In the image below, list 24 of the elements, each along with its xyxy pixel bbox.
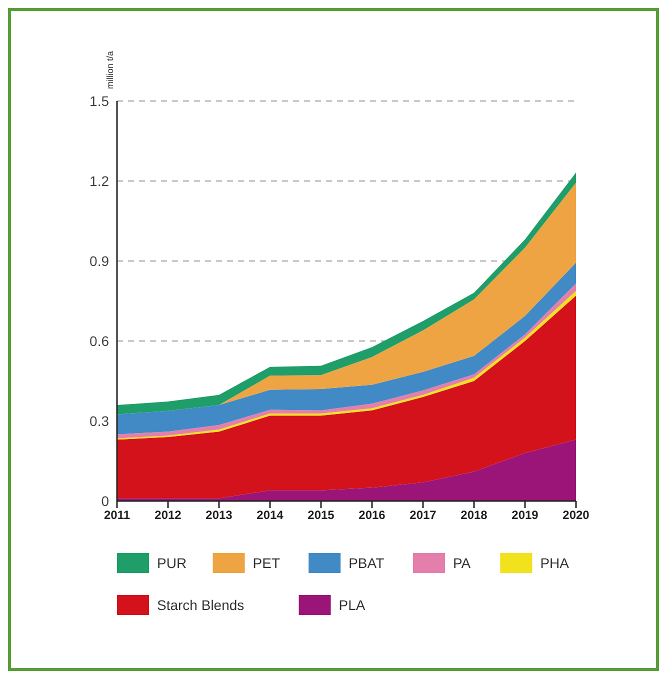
x-tick-label: 2016: [358, 508, 386, 522]
y-tick-label: 0.9: [90, 252, 110, 269]
y-tick-label: 1.5: [90, 92, 110, 109]
x-tick-label: 2018: [460, 508, 488, 522]
x-tick-label: 2015: [308, 508, 335, 522]
x-tick-label: 2013: [206, 508, 233, 522]
y-tick-label: 0.3: [90, 412, 110, 429]
x-tick-label: 2020: [562, 508, 590, 522]
x-tick-label: 2011: [104, 508, 130, 522]
y-axis-title: million t/a: [105, 50, 115, 89]
x-tick-label: 2017: [410, 508, 437, 522]
y-tick-label: 0.6: [90, 332, 110, 349]
legend-label: Starch Blends: [157, 596, 244, 613]
legend-label: PA: [453, 554, 472, 571]
y-tick-label: 0: [101, 492, 110, 509]
y-tick-label: 1.2: [90, 172, 110, 189]
legend-label: PLA: [338, 596, 366, 613]
legend-label: PET: [252, 554, 280, 571]
x-tick-label: 2019: [512, 508, 539, 522]
x-tick-label: 2014: [256, 508, 284, 522]
legend-label: PHA: [540, 554, 570, 571]
x-tick-label: 2012: [154, 508, 182, 522]
legend-label: PUR: [157, 554, 187, 571]
legend-label: PBAT: [348, 554, 385, 571]
